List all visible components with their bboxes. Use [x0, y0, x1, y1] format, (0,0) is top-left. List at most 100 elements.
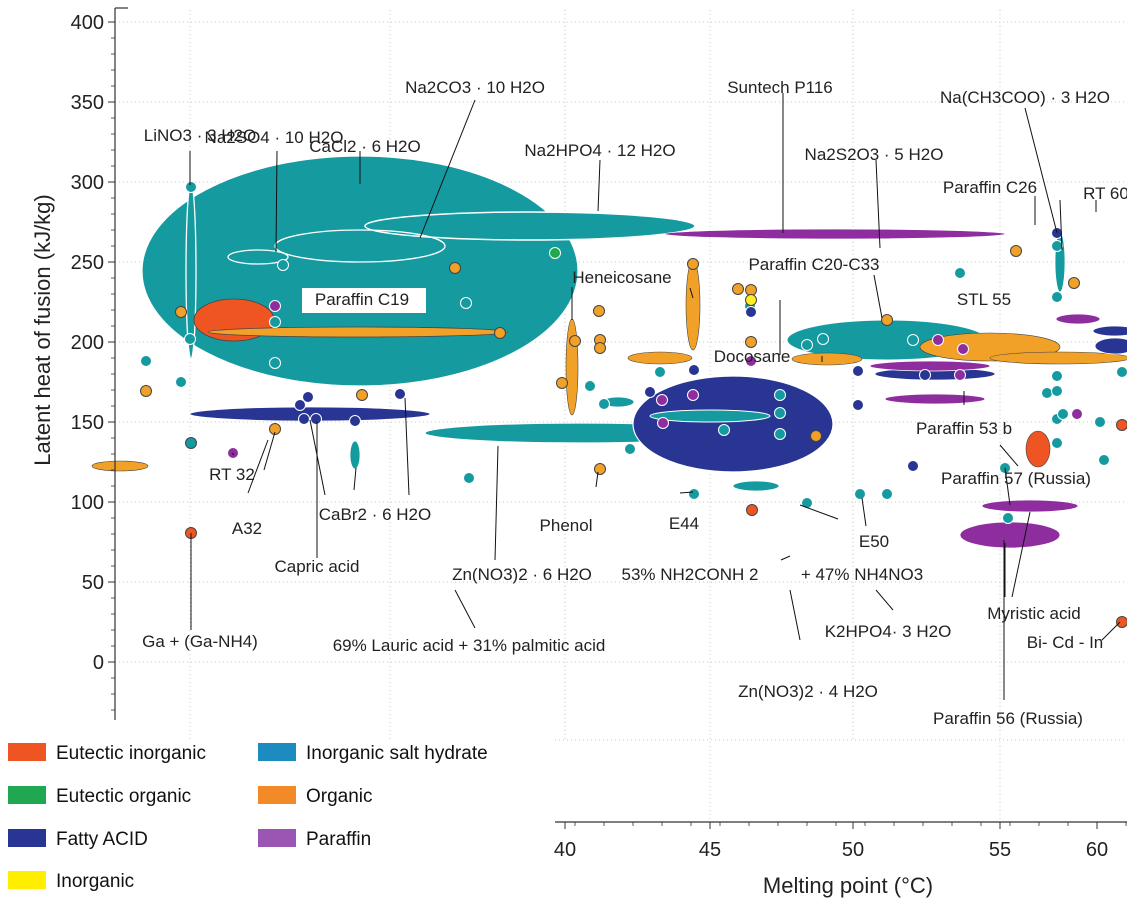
leader-line [454, 589, 476, 629]
legend-label: Inorganic salt hydrate [306, 743, 488, 764]
leader-line [1011, 511, 1031, 598]
y-tick-label: 150 [71, 412, 104, 434]
data-point [774, 389, 786, 401]
annotation-label: CaCl2 · 6 H2O [309, 137, 420, 156]
data-point [594, 342, 606, 354]
data-point [718, 424, 730, 436]
annotation-label: Zn(NO3)2 · 6 H2O [452, 565, 592, 584]
annotation-label: E44 [669, 514, 699, 533]
legend-swatch [258, 786, 296, 804]
data-point [852, 365, 864, 377]
data-point [732, 283, 744, 295]
data-ellipse [981, 499, 1079, 513]
leader-line [679, 491, 694, 494]
data-point [460, 297, 472, 309]
data-point [1116, 616, 1127, 628]
data-point [349, 415, 361, 427]
y-tick-label: 100 [71, 492, 104, 514]
x-tick-label: 60 [1086, 839, 1108, 861]
data-point [549, 247, 561, 259]
data-point [687, 258, 699, 270]
data-ellipse [989, 351, 1127, 365]
data-point [1041, 387, 1053, 399]
data-point [852, 399, 864, 411]
annotation-label: RT 60 [1083, 184, 1127, 203]
data-ellipse [959, 521, 1061, 549]
data-point [1098, 454, 1110, 466]
leader-line [780, 555, 791, 561]
data-point [569, 335, 581, 347]
annotation-label: CaBr2 · 6 H2O [319, 505, 431, 524]
annotation-label: STL 55 [957, 290, 1011, 309]
legend-label: Paraffin [306, 829, 371, 850]
y-tick-label: 200 [71, 332, 104, 354]
leader-line [404, 397, 410, 496]
data-point [1010, 245, 1022, 257]
data-point [1051, 291, 1063, 303]
data-point [957, 343, 969, 355]
annotation-label: Paraffin 56 (Russia) [933, 709, 1083, 728]
leader-line [1004, 467, 1011, 506]
data-point [463, 472, 475, 484]
annotation-label: LiNO3 · 3 H2O [144, 126, 256, 145]
legend-label: Organic [306, 786, 373, 807]
legend-swatch [258, 743, 296, 761]
data-point [593, 305, 605, 317]
leader-line [875, 159, 881, 249]
data-point [298, 413, 310, 425]
annotation-label: Paraffin C20-C33 [748, 255, 879, 274]
y-tick-label: 50 [82, 572, 104, 594]
annotation-label: Na2HPO4 · 12 H2O [524, 141, 675, 160]
data-ellipse [649, 409, 771, 423]
data-point [1051, 437, 1063, 449]
data-point [1116, 419, 1127, 431]
annotation-label: Bi- Cd - In [1027, 633, 1104, 652]
annotation-label: Paraffin C19 [315, 290, 409, 309]
data-ellipse [141, 155, 579, 387]
x-tick-label: 45 [699, 839, 721, 861]
leader-line [597, 159, 601, 212]
data-ellipse [91, 460, 149, 472]
data-point [932, 334, 944, 346]
data-ellipse [364, 211, 696, 241]
data-point [1068, 277, 1080, 289]
data-point [745, 355, 757, 367]
annotation-label: Ga + (Ga-NH4) [142, 632, 258, 651]
data-ellipse [565, 318, 579, 416]
data-ellipse [869, 360, 991, 372]
data-ellipse [627, 351, 693, 365]
annotation-label: 69% Lauric acid + 31% palmitic acid [333, 636, 606, 655]
data-point [1002, 512, 1014, 524]
data-point [184, 333, 196, 345]
annotation-label: Na2CO3 · 10 H2O [405, 78, 545, 97]
data-ellipse [1094, 337, 1127, 355]
annotation-label: Na2SO4 · 10 H2O [205, 128, 344, 147]
data-point [1094, 416, 1106, 428]
annotation-label: Phenol [540, 516, 593, 535]
data-point [801, 497, 813, 509]
data-point [140, 385, 152, 397]
data-point [907, 334, 919, 346]
leader-line [799, 504, 839, 520]
annotation-label: K2HPO4· 3 H2O [825, 622, 952, 641]
leader-line [789, 589, 801, 641]
legend-swatch [8, 743, 46, 761]
annotation-label: Paraffin 53 b [916, 419, 1012, 438]
data-point [656, 394, 668, 406]
annotation-label: Paraffin 57 (Russia) [941, 469, 1091, 488]
y-tick-label: 350 [71, 92, 104, 114]
data-point [745, 294, 757, 306]
axes: 400 350 300 250 200 150 100 50 0 40 45 50 55 60 Latent… [30, 7, 1127, 898]
data-point [269, 423, 281, 435]
data-ellipse [274, 229, 446, 263]
data-point [746, 504, 758, 516]
annotation-label: Suntech P116 [727, 78, 833, 97]
leader-line [275, 150, 278, 253]
data-point [881, 488, 893, 500]
leader-line [1101, 621, 1121, 641]
data-point [277, 259, 289, 271]
legend-swatch [258, 829, 296, 847]
leader-line [861, 497, 867, 527]
annotation-label: Myristic acid [987, 604, 1081, 623]
